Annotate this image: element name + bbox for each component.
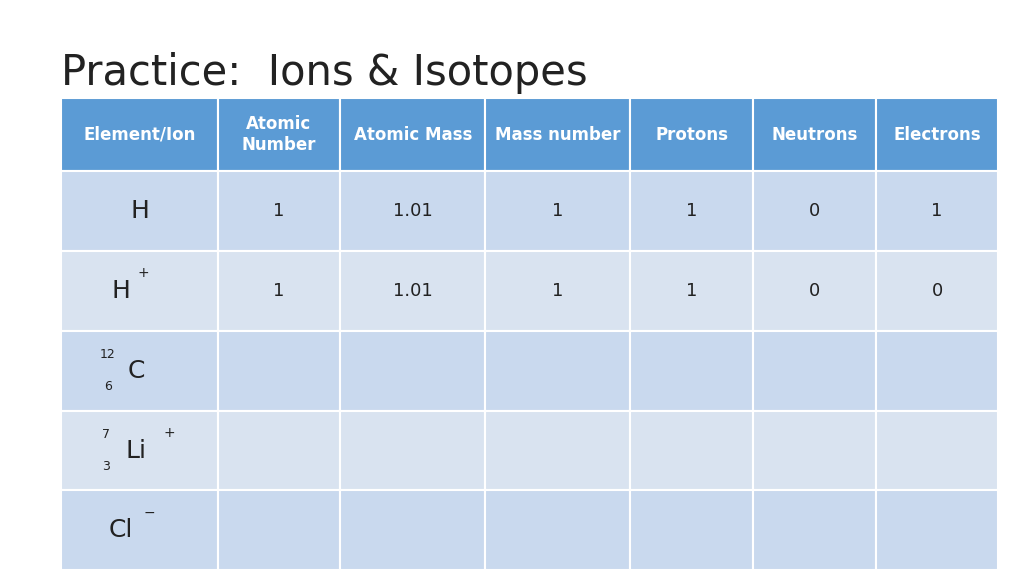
- FancyBboxPatch shape: [753, 490, 876, 570]
- Text: 0: 0: [809, 282, 820, 300]
- FancyBboxPatch shape: [485, 171, 631, 251]
- FancyBboxPatch shape: [876, 331, 998, 411]
- Text: Neutrons: Neutrons: [771, 126, 857, 143]
- FancyBboxPatch shape: [485, 331, 631, 411]
- FancyBboxPatch shape: [631, 411, 753, 490]
- Text: Atomic Mass: Atomic Mass: [353, 126, 472, 143]
- Text: +: +: [137, 266, 150, 281]
- Text: 0: 0: [809, 202, 820, 220]
- FancyBboxPatch shape: [340, 171, 485, 251]
- Text: Protons: Protons: [655, 126, 728, 143]
- Text: 1: 1: [932, 202, 943, 220]
- Text: 12: 12: [100, 348, 116, 361]
- Text: 7: 7: [101, 428, 110, 441]
- FancyBboxPatch shape: [61, 171, 217, 251]
- FancyBboxPatch shape: [340, 331, 485, 411]
- FancyBboxPatch shape: [61, 331, 217, 411]
- FancyBboxPatch shape: [340, 98, 485, 171]
- Text: 1: 1: [552, 202, 563, 220]
- Text: 1: 1: [686, 282, 697, 300]
- FancyBboxPatch shape: [876, 490, 998, 570]
- FancyBboxPatch shape: [340, 411, 485, 490]
- FancyBboxPatch shape: [61, 251, 217, 331]
- Text: Cl: Cl: [109, 518, 133, 543]
- Text: 1.01: 1.01: [393, 282, 433, 300]
- FancyBboxPatch shape: [340, 251, 485, 331]
- FancyBboxPatch shape: [485, 411, 631, 490]
- FancyBboxPatch shape: [217, 411, 340, 490]
- FancyBboxPatch shape: [61, 490, 217, 570]
- Text: 6: 6: [103, 380, 112, 393]
- Text: −: −: [143, 506, 156, 520]
- FancyBboxPatch shape: [753, 171, 876, 251]
- FancyBboxPatch shape: [631, 98, 753, 171]
- FancyBboxPatch shape: [753, 98, 876, 171]
- Text: Atomic
Number: Atomic Number: [242, 115, 316, 154]
- FancyBboxPatch shape: [876, 251, 998, 331]
- Text: Mass number: Mass number: [495, 126, 621, 143]
- FancyBboxPatch shape: [217, 490, 340, 570]
- FancyBboxPatch shape: [61, 411, 217, 490]
- FancyBboxPatch shape: [631, 251, 753, 331]
- Text: C: C: [128, 359, 145, 382]
- Text: +: +: [164, 426, 175, 440]
- Text: 1: 1: [552, 282, 563, 300]
- FancyBboxPatch shape: [631, 490, 753, 570]
- Text: 0: 0: [932, 282, 943, 300]
- FancyBboxPatch shape: [753, 411, 876, 490]
- Text: 1.01: 1.01: [393, 202, 433, 220]
- FancyBboxPatch shape: [217, 171, 340, 251]
- FancyBboxPatch shape: [753, 251, 876, 331]
- Text: 1: 1: [686, 202, 697, 220]
- Text: 1: 1: [273, 282, 285, 300]
- FancyBboxPatch shape: [61, 98, 217, 171]
- Text: Element/Ion: Element/Ion: [83, 126, 196, 143]
- FancyBboxPatch shape: [217, 331, 340, 411]
- FancyBboxPatch shape: [485, 251, 631, 331]
- Text: 1: 1: [273, 202, 285, 220]
- Text: H: H: [112, 279, 130, 303]
- Text: Electrons: Electrons: [893, 126, 981, 143]
- Text: Practice:  Ions & Isotopes: Practice: Ions & Isotopes: [61, 52, 588, 94]
- FancyBboxPatch shape: [340, 490, 485, 570]
- FancyBboxPatch shape: [485, 98, 631, 171]
- FancyBboxPatch shape: [876, 98, 998, 171]
- FancyBboxPatch shape: [217, 98, 340, 171]
- FancyBboxPatch shape: [753, 331, 876, 411]
- Text: 3: 3: [101, 460, 110, 473]
- FancyBboxPatch shape: [485, 490, 631, 570]
- FancyBboxPatch shape: [876, 411, 998, 490]
- FancyBboxPatch shape: [631, 171, 753, 251]
- FancyBboxPatch shape: [631, 331, 753, 411]
- Text: H: H: [130, 199, 148, 223]
- Text: Li: Li: [126, 438, 146, 463]
- FancyBboxPatch shape: [217, 251, 340, 331]
- FancyBboxPatch shape: [876, 171, 998, 251]
